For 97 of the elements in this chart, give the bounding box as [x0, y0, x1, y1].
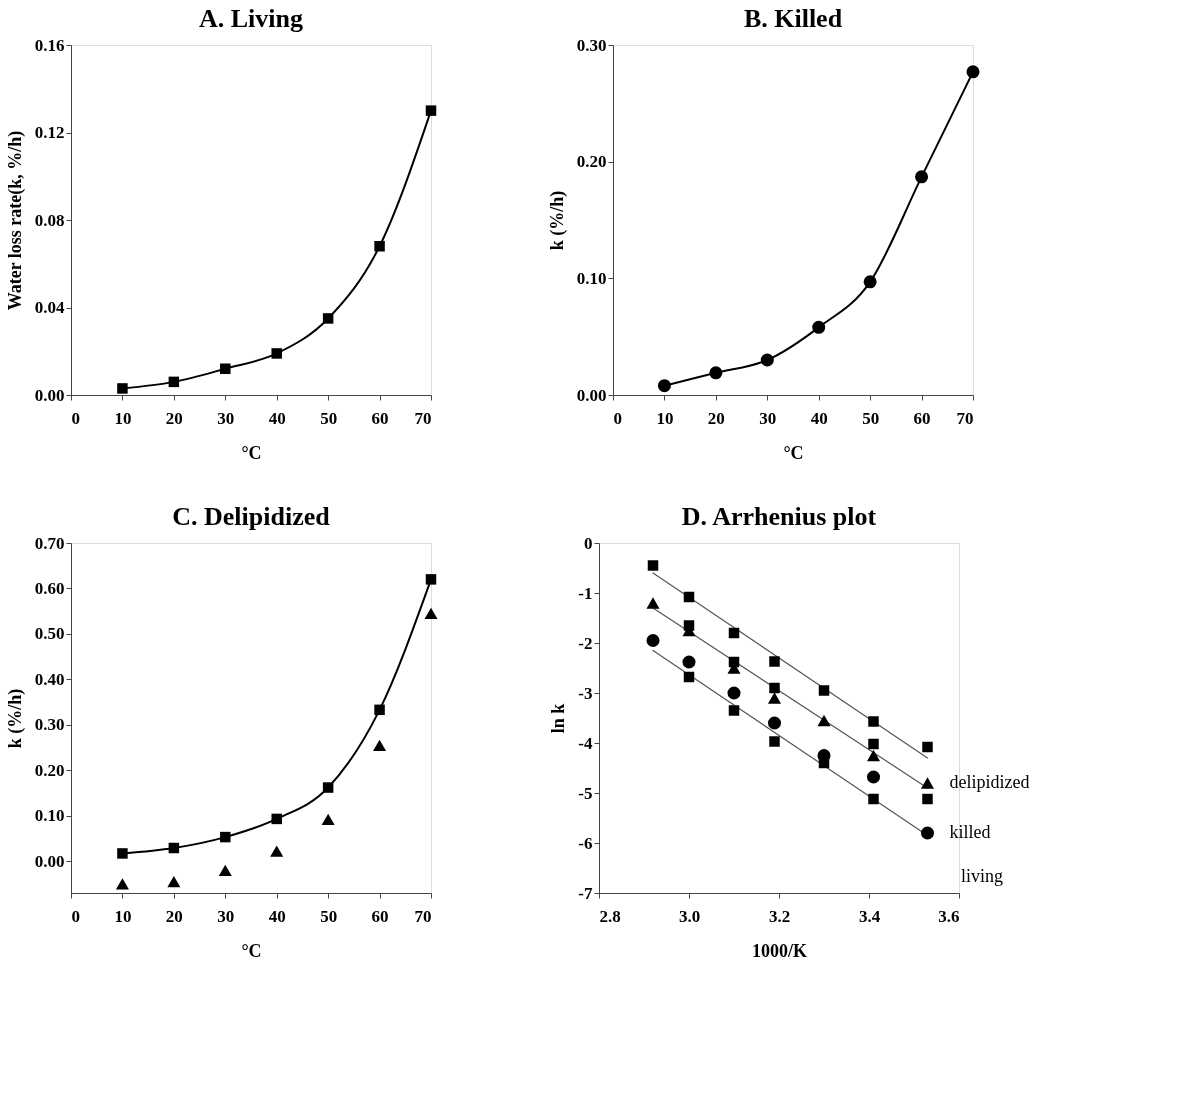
- y-tick-label: 0.10: [34, 806, 65, 826]
- point: [167, 875, 181, 888]
- x-tick-label: 50: [320, 408, 338, 428]
- y-tick-label: 0.50: [34, 624, 65, 644]
- point: [425, 574, 437, 585]
- y-tick-label: -3: [578, 683, 593, 703]
- point: [863, 275, 877, 289]
- x-axis-title: °C: [241, 442, 262, 463]
- chart-title: C. Delipidized: [172, 502, 331, 531]
- x-tick-label: 60: [371, 906, 389, 926]
- y-tick-label: 0.20: [34, 760, 65, 780]
- x-tick-label: 3.6: [938, 906, 960, 926]
- x-tick-label: 0: [613, 408, 622, 428]
- x-tick-label: 70: [414, 906, 432, 926]
- y-tick-label: 0.30: [576, 35, 607, 55]
- annotation: delipidized: [949, 772, 1030, 792]
- point: [657, 379, 671, 393]
- y-tick-label: 0.08: [34, 210, 65, 230]
- y-tick-label: 0: [584, 533, 593, 553]
- x-tick-label: 10: [114, 408, 132, 428]
- x-tick-label: 50: [320, 906, 338, 926]
- annotation: killed: [949, 822, 991, 842]
- x-tick-label: 20: [707, 408, 725, 428]
- x-tick-label: 2.8: [599, 906, 621, 926]
- y-tick-label: 0.12: [34, 123, 65, 142]
- x-tick-label: 40: [810, 408, 828, 428]
- x-tick-label: 60: [913, 408, 931, 428]
- x-tick-label: 3.0: [678, 906, 701, 926]
- y-tick-label: 0.04: [34, 298, 65, 317]
- x-tick-label: 3.2: [768, 906, 791, 926]
- x-tick-label: 0: [71, 906, 80, 926]
- y-tick-label: 0.16: [34, 35, 65, 55]
- text: living: [961, 866, 1004, 886]
- y-tick-label: -6: [578, 833, 593, 853]
- point: [117, 848, 128, 859]
- point: [915, 170, 929, 184]
- point: [271, 813, 282, 825]
- x-tick-label: 70: [956, 408, 974, 428]
- point: [374, 241, 385, 252]
- y-tick-label: 0.40: [34, 669, 65, 689]
- x-tick-label: 50: [862, 408, 880, 428]
- point: [117, 383, 128, 394]
- y-tick-label: 0.30: [34, 715, 65, 735]
- chart-title: D. Arrhenius plot: [681, 502, 877, 531]
- point: [373, 739, 387, 751]
- x-tick-label: 70: [414, 408, 432, 428]
- point: [322, 313, 334, 324]
- point: [115, 878, 129, 890]
- x-axis-title: 1000/K: [751, 940, 808, 961]
- y-tick-label: -5: [578, 783, 593, 803]
- point: [271, 348, 282, 359]
- x-tick-label: 30: [217, 906, 235, 926]
- y-axis-title: Water loss rate(k, %/h): [4, 130, 26, 311]
- y-tick-label: 0.00: [576, 385, 607, 405]
- y-tick-label: -2: [578, 633, 593, 653]
- x-tick-label: 0: [71, 408, 80, 428]
- point: [218, 864, 232, 876]
- x-tick-label: 3.4: [858, 906, 881, 926]
- x-tick-label: 10: [656, 408, 674, 428]
- x-tick-label: 10: [114, 906, 132, 926]
- point: [425, 105, 437, 116]
- y-tick-label: 0.70: [34, 533, 65, 553]
- x-tick-label: 40: [268, 906, 286, 926]
- y-tick-label: 0.10: [576, 268, 607, 288]
- chart-title: B. Killed: [743, 4, 843, 33]
- y-axis-title: k (%/h): [546, 190, 568, 251]
- y-tick-label: 0.00: [34, 385, 65, 405]
- x-tick-label: 60: [371, 408, 389, 428]
- point: [168, 376, 180, 388]
- x-tick-label: 30: [759, 408, 777, 428]
- point: [168, 842, 180, 854]
- x-tick-label: 40: [268, 408, 286, 428]
- x-tick-label: 20: [165, 906, 183, 926]
- y-tick-label: -4: [578, 733, 593, 753]
- y-tick-label: -7: [578, 883, 593, 903]
- point: [760, 353, 774, 367]
- point: [709, 366, 723, 380]
- x-axis-title: °C: [783, 442, 804, 463]
- y-tick-label: 0.00: [34, 851, 65, 871]
- y-tick-label: 0.20: [576, 152, 607, 172]
- point: [374, 704, 385, 716]
- x-tick-label: 30: [217, 408, 235, 428]
- point: [220, 831, 231, 843]
- y-axis-title: k (%/h): [4, 688, 26, 749]
- point: [966, 65, 980, 79]
- point: [270, 845, 284, 857]
- point: [812, 320, 826, 334]
- point: [321, 813, 335, 826]
- y-tick-label: 0.60: [34, 578, 65, 598]
- point: [322, 782, 334, 793]
- point: [424, 607, 438, 620]
- x-axis-title: °C: [241, 940, 262, 961]
- y-axis-title: ln k: [548, 703, 569, 734]
- x-tick-label: 20: [165, 408, 183, 428]
- chart-title: A. Living: [198, 4, 304, 33]
- y-tick-label: -1: [578, 583, 593, 603]
- point: [220, 363, 231, 374]
